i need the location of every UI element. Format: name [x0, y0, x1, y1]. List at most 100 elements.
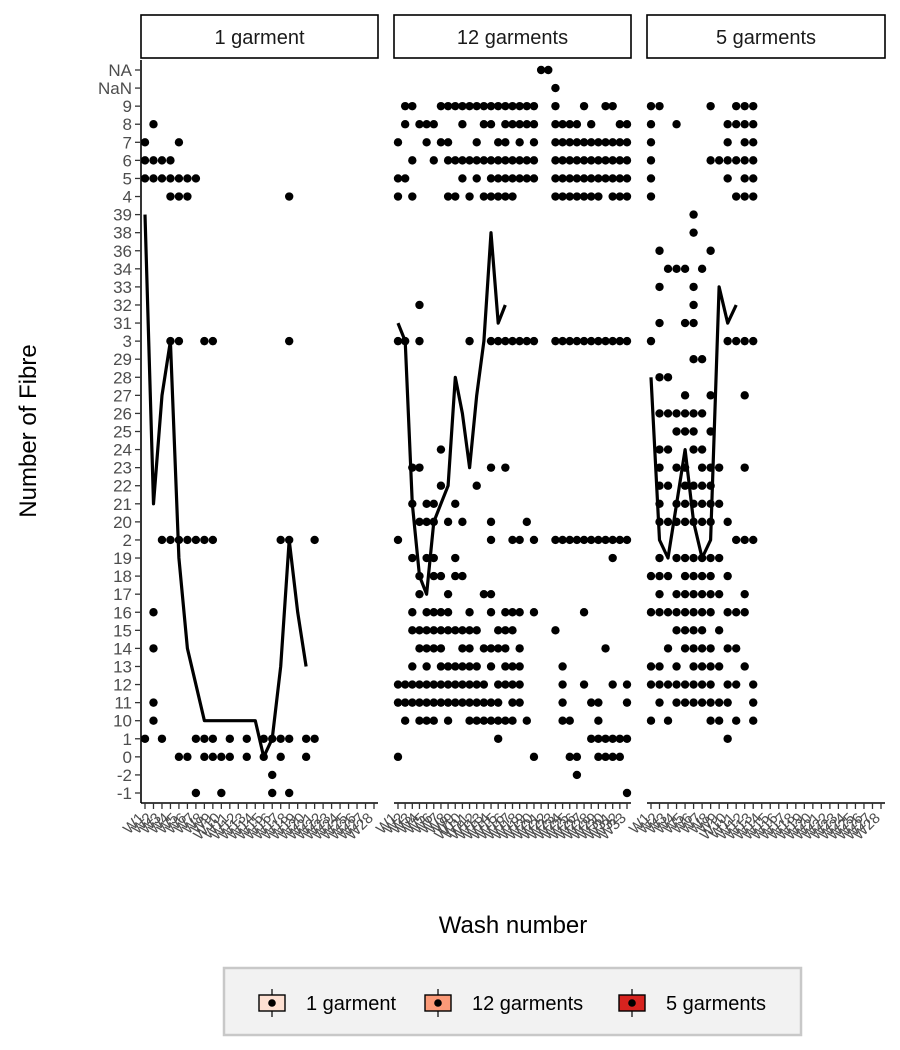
data-point: [615, 336, 625, 346]
data-point: [646, 174, 656, 183]
data-point: [522, 156, 532, 165]
data-point: [558, 336, 567, 346]
data-point: [723, 517, 732, 527]
data-point: [479, 716, 489, 725]
data-point: [731, 101, 741, 111]
data-point: [393, 535, 403, 545]
data-point: [508, 608, 517, 617]
data-point: [608, 192, 617, 201]
data-point: [479, 120, 489, 129]
data-point: [551, 156, 560, 165]
data-point: [551, 120, 560, 129]
data-point: [149, 716, 158, 725]
data-point: [672, 680, 681, 689]
data-point: [408, 626, 417, 635]
data-point: [458, 101, 467, 111]
data-point: [415, 716, 424, 725]
data-point: [443, 626, 453, 635]
data-point: [689, 626, 698, 635]
data-point: [149, 156, 158, 165]
data-point: [465, 698, 474, 707]
data-point: [697, 409, 707, 418]
data-point: [551, 138, 560, 147]
data-point: [515, 662, 524, 671]
data-point: [183, 192, 192, 201]
data-point: [646, 662, 656, 671]
data-point: [749, 138, 758, 147]
y-tick-label: 13: [113, 657, 132, 676]
data-point: [706, 391, 715, 400]
data-point: [663, 373, 673, 382]
data-point: [284, 788, 294, 798]
data-point: [422, 138, 431, 147]
data-point: [646, 571, 656, 581]
data-point: [408, 192, 417, 201]
data-point: [259, 734, 268, 743]
data-point: [458, 120, 467, 129]
y-tick-label: 18: [113, 567, 132, 586]
data-point: [697, 463, 707, 472]
data-point: [680, 626, 690, 635]
data-point: [508, 716, 517, 725]
data-point: [479, 156, 489, 165]
data-point: [689, 608, 698, 617]
data-point: [714, 553, 724, 563]
facet-panel: 5 garmentsW1W2W3W4W5W6W7W8W9W10W11W12W13…: [626, 14, 886, 844]
data-point: [601, 156, 610, 165]
data-point: [558, 662, 567, 671]
data-point: [472, 662, 481, 671]
data-point: [689, 210, 698, 219]
data-point: [422, 626, 431, 635]
data-point: [663, 445, 673, 454]
data-point: [479, 644, 489, 653]
data-point: [501, 662, 510, 671]
data-point: [501, 120, 510, 129]
data-point: [697, 571, 707, 581]
data-point: [608, 174, 617, 183]
data-point: [680, 553, 690, 563]
data-point: [622, 734, 632, 743]
data-point: [731, 192, 741, 201]
data-point: [140, 174, 150, 183]
data-point: [276, 752, 285, 762]
data-point: [714, 716, 724, 725]
data-point: [436, 138, 446, 147]
y-tick-label: 16: [113, 603, 132, 622]
data-point: [723, 120, 732, 129]
data-point: [551, 626, 560, 635]
data-point: [501, 626, 510, 635]
data-point: [558, 138, 567, 147]
legend-key: [258, 989, 286, 1017]
data-point: [565, 138, 574, 147]
data-point: [749, 192, 758, 201]
data-point: [579, 156, 589, 165]
data-point: [572, 336, 582, 346]
y-tick-label: 24: [113, 441, 132, 460]
data-point: [486, 463, 496, 472]
facet-panel: 1 garmentW1W2W3W4W5W6W7W8W9W10W11W12W13W…: [120, 14, 379, 844]
data-point: [408, 608, 417, 617]
data-point: [655, 373, 664, 382]
data-point: [422, 662, 431, 671]
data-point: [422, 716, 431, 725]
data-point: [565, 120, 574, 129]
data-point: [655, 318, 664, 328]
data-point: [522, 716, 532, 725]
data-point: [689, 481, 698, 490]
data-point: [680, 391, 690, 400]
data-point: [458, 644, 467, 653]
data-point: [714, 698, 724, 707]
data-point: [465, 716, 474, 725]
y-tick-label: 7: [123, 133, 132, 152]
y-tick-label: 28: [113, 368, 132, 387]
y-tick-label: 3: [123, 332, 132, 351]
data-point: [680, 264, 690, 274]
data-point: [529, 101, 539, 111]
data-point: [415, 680, 424, 689]
data-point: [558, 698, 567, 707]
facet-panel: 12 garmentsW1W2W3W4W5W6W7W8W9W10W11W12W1…: [373, 14, 632, 844]
data-point: [208, 535, 218, 545]
data-point: [587, 156, 596, 165]
data-point: [415, 120, 424, 129]
data-point: [515, 336, 524, 346]
